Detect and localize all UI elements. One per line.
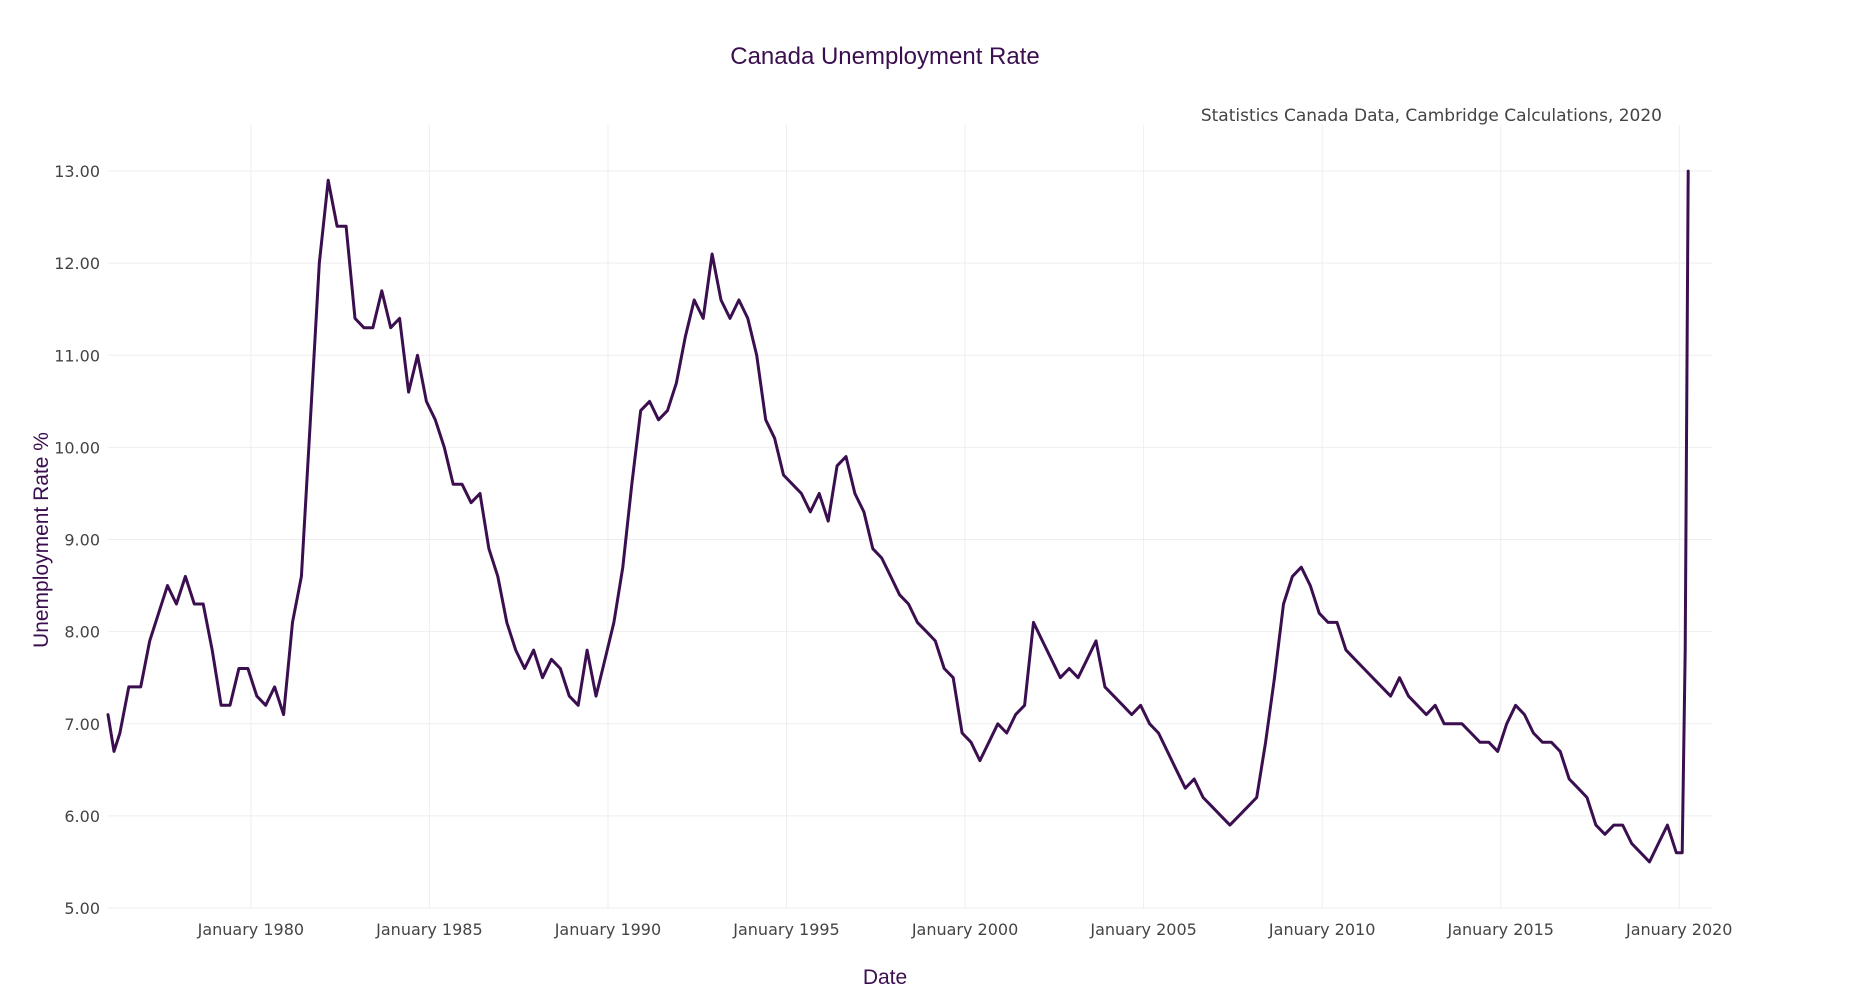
y-tick-label: 7.00 [64,715,100,734]
x-tick-label: January 2000 [911,920,1018,939]
chart-title: Canada Unemployment Rate [730,43,1040,70]
x-tick-label: January 2010 [1268,920,1375,939]
y-tick-label: 6.00 [64,807,100,826]
chart-subtitle: Statistics Canada Data, Cambridge Calcul… [1201,106,1662,126]
x-tick-label: January 1995 [732,920,839,939]
y-tick-label: 5.00 [64,899,100,918]
y-tick-label: 8.00 [64,623,100,642]
y-tick-label: 10.00 [54,438,100,457]
x-tick-label: January 1990 [554,920,661,939]
y-axis-ticks: 5.00 6.00 7.00 8.00 9.00 10.00 11.00 12.00 13.00 [54,162,100,918]
x-tick-label: January 2005 [1089,920,1196,939]
y-tick-label: 12.00 [54,254,100,273]
x-axis-title: Date [863,966,907,989]
x-gridlines [250,125,1680,908]
x-tick-label: January 1980 [197,920,304,939]
x-tick-label: January 2015 [1446,920,1553,939]
x-axis-ticks: January 1980 January 1985 January 1990 Janu… [197,920,1733,939]
y-tick-label: 13.00 [54,162,100,181]
y-gridlines [108,170,1712,909]
y-tick-label: 9.00 [64,531,100,550]
y-tick-label: 11.00 [54,346,100,365]
x-tick-label: January 2020 [1625,920,1732,939]
series-layer [106,169,1690,864]
series-line[interactable] [106,169,1690,864]
x-tick-label: January 1985 [375,920,482,939]
y-axis-title: Unemployment Rate % [30,432,53,648]
